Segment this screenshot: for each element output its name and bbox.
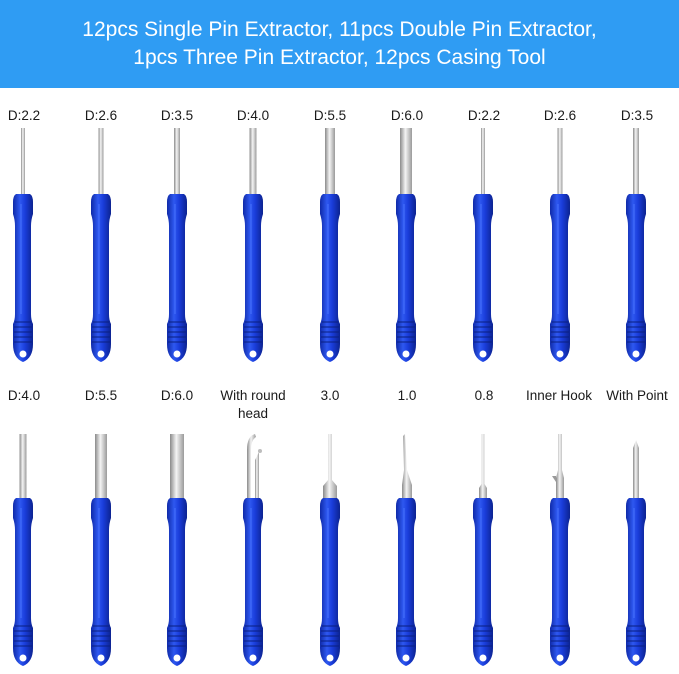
tool-label: D:2.2 — [467, 108, 501, 123]
pin-tool — [242, 128, 264, 363]
round-head-tool — [242, 434, 264, 667]
thin-pin-tool — [549, 128, 571, 363]
tool-label: D:2.2 — [7, 108, 41, 123]
tool-label: D:6.0 — [160, 388, 194, 403]
tool-label: 0.8 — [474, 388, 494, 403]
tool-label: D:5.5 — [313, 108, 347, 123]
tool-label: D:2.6 — [543, 108, 577, 123]
tool-label: D:6.0 — [390, 108, 424, 123]
thin-pin-tool — [472, 128, 494, 363]
tool-label: 3.0 — [320, 388, 340, 403]
banner-line-1: 12pcs Single Pin Extractor, 11pcs Double… — [82, 18, 597, 41]
pin-tool — [12, 434, 34, 667]
flat-blade-tool — [319, 434, 341, 667]
tool-label: D:3.5 — [620, 108, 654, 123]
tool-label: D:5.5 — [84, 388, 118, 403]
tool-label: Inner Hook — [525, 388, 593, 403]
tool-label: D:4.0 — [7, 388, 41, 403]
pin-tool — [166, 128, 188, 363]
thin-pin-tool — [90, 128, 112, 363]
banner-line-2: 1pcs Three Pin Extractor, 12pcs Casing T… — [133, 46, 546, 69]
tool-label: D:3.5 — [160, 108, 194, 123]
title-banner: 12pcs Single Pin Extractor, 11pcs Double… — [0, 0, 679, 88]
thin-pin-tool — [12, 128, 34, 363]
wide-pin-tool — [395, 128, 417, 363]
pin-tool — [625, 128, 647, 363]
tool-label: D:4.0 — [236, 108, 270, 123]
casing-tool — [166, 434, 188, 667]
angled-blade-tool — [395, 434, 417, 667]
pointed-tool — [625, 440, 647, 667]
inner-hook-tool — [549, 434, 571, 667]
casing-tool — [90, 434, 112, 667]
wide-pin-tool — [319, 128, 341, 363]
needle-tool — [472, 434, 494, 667]
tool-label: D:2.6 — [84, 108, 118, 123]
tool-label: With round head — [220, 388, 286, 421]
tool-label: 1.0 — [397, 388, 417, 403]
tool-label: With Point — [606, 388, 668, 403]
